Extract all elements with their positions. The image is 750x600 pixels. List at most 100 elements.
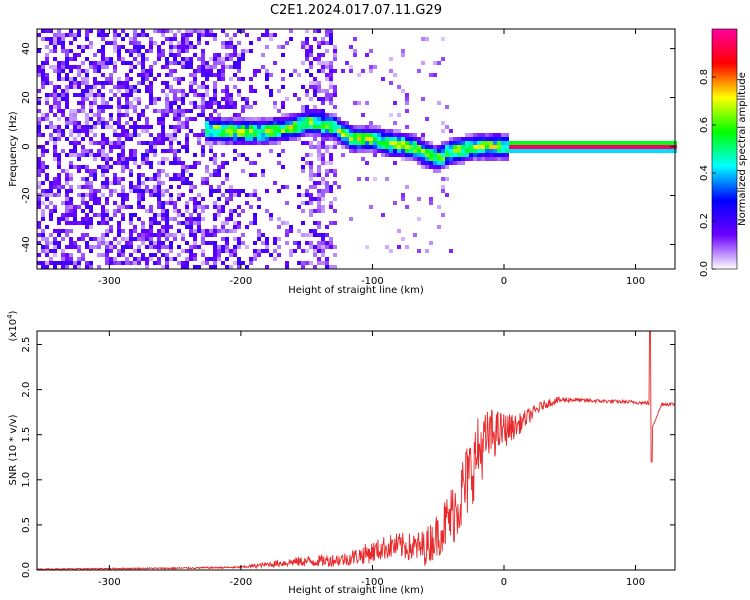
- heatmap-cell: [317, 89, 321, 93]
- heatmap-cell: [497, 145, 501, 149]
- heatmap-cell: [273, 141, 277, 145]
- heatmap-cell: [133, 89, 137, 93]
- heatmap-cell: [149, 69, 153, 73]
- heatmap-cell: [285, 241, 289, 245]
- heatmap-cell: [105, 33, 109, 37]
- heatmap-cell: [369, 49, 373, 53]
- heatmap-cell: [225, 257, 229, 261]
- heatmap-cell: [325, 257, 329, 261]
- heatmap-cell: [121, 129, 125, 133]
- heatmap-cell: [357, 129, 361, 133]
- heatmap-cell: [441, 129, 445, 133]
- heatmap-cell: [497, 153, 501, 157]
- heatmap-cell: [101, 61, 105, 65]
- heatmap-cell: [365, 129, 369, 133]
- heatmap-cell: [333, 197, 337, 201]
- heatmap-cell: [161, 193, 165, 197]
- heatmap-cell: [61, 77, 65, 81]
- heatmap-cell: [165, 189, 169, 193]
- heatmap-cell: [365, 145, 369, 149]
- heatmap-cell: [193, 201, 197, 205]
- heatmap-cell: [449, 137, 453, 141]
- heatmap-cell: [105, 57, 109, 61]
- heatmap-cell: [125, 121, 129, 125]
- heatmap-cell: [137, 197, 141, 201]
- heatmap-cell: [245, 193, 249, 197]
- heatmap-cell: [89, 205, 93, 209]
- heatmap-cell: [81, 93, 85, 97]
- heatmap-cell: [109, 73, 113, 77]
- heatmap-cell: [137, 193, 141, 197]
- heatmap-cell: [73, 165, 77, 169]
- heatmap-cell: [105, 41, 109, 45]
- heatmap-cell: [145, 229, 149, 233]
- heatmap-cell: [197, 69, 201, 73]
- heatmap-cell: [277, 125, 281, 129]
- heatmap-cell: [165, 93, 169, 97]
- heatmap-cell: [45, 113, 49, 117]
- heatmap-cell: [65, 57, 69, 61]
- heatmap-cell: [285, 97, 289, 101]
- heatmap-cell: [281, 137, 285, 141]
- heatmap-cell: [309, 117, 313, 121]
- heatmap-cell: [249, 133, 253, 137]
- heatmap-cell: [157, 121, 161, 125]
- heatmap-cell: [165, 137, 169, 141]
- heatmap-cell: [185, 137, 189, 141]
- heatmap-cell: [341, 133, 345, 137]
- heatmap-cell: [153, 177, 157, 181]
- heatmap-cell: [437, 161, 441, 165]
- heatmap-cell: [261, 233, 265, 237]
- heatmap-cell: [113, 33, 117, 37]
- heatmap-cell: [141, 225, 145, 229]
- heatmap-cell: [341, 121, 345, 125]
- heatmap-cell: [237, 153, 241, 157]
- heatmap-cell: [133, 49, 137, 53]
- heatmap-cell: [153, 101, 157, 105]
- heatmap-cell: [69, 253, 73, 257]
- heatmap-cell: [201, 101, 205, 105]
- heatmap-cell: [217, 245, 221, 249]
- heatmap-cell: [205, 85, 209, 89]
- heatmap-cell: [169, 185, 173, 189]
- heatmap-cell: [209, 121, 213, 125]
- heatmap-cell: [65, 137, 69, 141]
- heatmap-cell: [109, 81, 113, 85]
- heatmap-cell: [225, 265, 229, 269]
- heatmap-cell: [177, 61, 181, 65]
- heatmap-cell: [509, 145, 513, 149]
- heatmap-cell: [309, 233, 313, 237]
- y-tick-label: -40: [21, 236, 32, 252]
- heatmap-cell: [101, 105, 105, 109]
- heatmap-cell: [321, 97, 325, 101]
- heatmap-cell: [481, 157, 485, 161]
- heatmap-cell: [217, 121, 221, 125]
- heatmap-cell: [521, 145, 525, 149]
- heatmap-cell: [385, 137, 389, 141]
- heatmap-cell: [345, 145, 349, 149]
- heatmap-cell: [185, 149, 189, 153]
- heatmap-cell: [133, 97, 137, 101]
- heatmap-cell: [245, 117, 249, 121]
- heatmap-cell: [113, 49, 117, 53]
- x-tick-label: -200: [230, 276, 253, 287]
- heatmap-cell: [309, 85, 313, 89]
- heatmap-cell: [301, 165, 305, 169]
- heatmap-cell: [41, 85, 45, 89]
- heatmap-cell: [153, 261, 157, 265]
- heatmap-cell: [109, 157, 113, 161]
- heatmap-cell: [417, 137, 421, 141]
- heatmap-cell: [345, 61, 349, 65]
- heatmap-cell: [49, 65, 53, 69]
- heatmap-cell: [113, 69, 117, 73]
- heatmap-cell: [65, 201, 69, 205]
- heatmap-cell: [321, 205, 325, 209]
- heatmap-cell: [329, 101, 333, 105]
- heatmap-cell: [213, 201, 217, 205]
- heatmap-cell: [97, 213, 101, 217]
- heatmap-cell: [185, 241, 189, 245]
- heatmap-cell: [357, 125, 361, 129]
- heatmap-cell: [41, 265, 45, 269]
- heatmap-cell: [217, 133, 221, 137]
- heatmap-cell: [229, 77, 233, 81]
